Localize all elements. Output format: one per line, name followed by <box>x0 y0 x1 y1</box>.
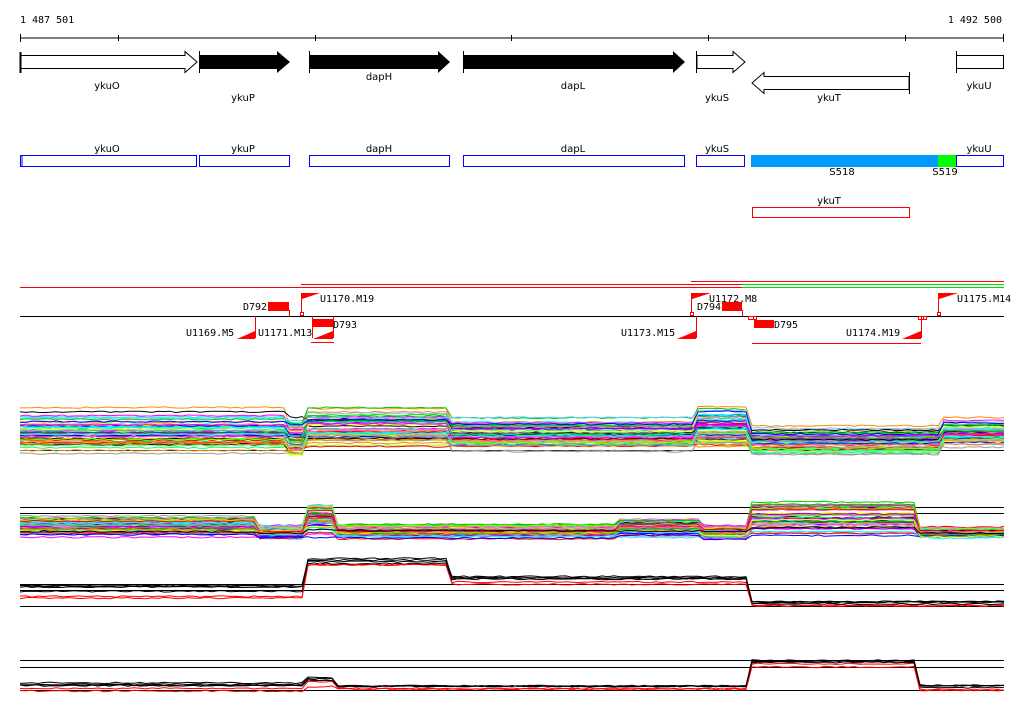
segment-S518[interactable] <box>751 155 938 167</box>
flag-U1175[interactable] <box>939 293 958 299</box>
gene-label: ykuP <box>231 93 255 104</box>
gene-label: ykuO <box>94 81 120 92</box>
annotation-label: ykuU <box>966 144 991 155</box>
expression-track-1 <box>19 405 1005 457</box>
profile-line <box>19 513 1005 536</box>
profile-line <box>19 563 1005 608</box>
marker-D795[interactable] <box>754 320 774 328</box>
ruler-ticks <box>20 34 1004 42</box>
gene-ykuO[interactable]: ykuO <box>19 50 198 93</box>
marker-label: U1170.M19 <box>320 294 374 305</box>
expression-track-3 <box>19 557 1005 608</box>
profile-line <box>19 526 1005 535</box>
marker-label: U1173.M15 <box>621 328 675 339</box>
marker-label: D793 <box>333 320 357 331</box>
marker-label: U1175.M14 <box>957 294 1011 305</box>
flag-U1172[interactable] <box>692 293 711 299</box>
gene-ykuU[interactable]: ykuU <box>956 51 1004 92</box>
marker-D793[interactable] <box>312 319 333 327</box>
expression-profiles <box>19 405 1005 693</box>
profile-line <box>19 433 1005 445</box>
profile-line <box>19 435 1005 456</box>
gene-label: ykuT <box>817 93 842 104</box>
segment-S519[interactable] <box>938 155 956 167</box>
profile-line <box>19 422 1005 440</box>
coordinate-ruler: 1 487 501 1 492 500 <box>20 15 1004 42</box>
profile-line <box>19 662 1005 691</box>
profile-line <box>19 409 1005 430</box>
flag-U1171[interactable] <box>313 331 333 339</box>
segment-label: S518 <box>829 167 854 178</box>
expression-track-2 <box>19 500 1005 541</box>
profile-line <box>19 420 1005 443</box>
gene-label: ykuU <box>966 81 991 92</box>
annotation-label: dapH <box>366 144 392 155</box>
profile-line <box>19 533 1004 541</box>
profile-line <box>19 659 1005 688</box>
profile-line <box>19 660 1005 688</box>
annotation-label: dapL <box>561 144 586 155</box>
annotation-dapL[interactable]: dapL <box>463 144 685 167</box>
ruler-end-label: 1 492 500 <box>948 15 1002 26</box>
annotation-label: ykuS <box>705 144 729 155</box>
profile-line <box>20 410 1005 436</box>
profile-line <box>19 562 1005 606</box>
antisense-annotation-ykuT[interactable]: ykuT <box>752 196 910 218</box>
marker-D792[interactable] <box>268 302 289 311</box>
segment-label: S519 <box>932 167 957 178</box>
profile-line <box>19 429 1005 451</box>
segment-track: S518 S519 <box>751 155 958 178</box>
marker-label: U1171.M13 <box>258 328 312 339</box>
profile-line <box>19 432 1005 455</box>
profile-line <box>19 436 1005 455</box>
marker-label: U1172.M8 <box>709 294 757 305</box>
expression-track-4 <box>19 659 1005 693</box>
profile-line <box>19 563 1005 607</box>
annotation-ykuS[interactable]: ykuS <box>696 144 745 167</box>
profile-line <box>19 519 1005 535</box>
profile-line <box>19 505 1005 531</box>
flag-U1173[interactable] <box>677 331 696 339</box>
profile-line <box>19 427 1005 452</box>
gene-dapL[interactable]: dapL <box>463 51 686 92</box>
annotation-label: ykuT <box>817 196 842 207</box>
marker-D794[interactable] <box>722 302 742 311</box>
flag-U1174[interactable] <box>902 331 921 339</box>
marker-label: U1174.M19 <box>846 328 900 339</box>
annotation-ykuP[interactable]: ykuP <box>199 144 290 167</box>
marker-label: D792 <box>243 302 267 313</box>
annotation-track: ykuO ykuP dapH dapL ykuS ykuU <box>20 144 1004 167</box>
annotation-dapH[interactable]: dapH <box>309 144 450 167</box>
annotation-label: ykuO <box>94 144 120 155</box>
profile-line <box>19 406 1005 434</box>
transcript-coverage-lines <box>20 281 1004 288</box>
gene-track: ykuO ykuP dapH dapL ykuS ykuT <box>19 50 1004 104</box>
gene-label: dapL <box>561 81 586 92</box>
gene-ykuP[interactable]: ykuP <box>199 51 291 104</box>
flag-U1169[interactable] <box>237 331 255 339</box>
annotation-ykuU[interactable]: ykuU <box>956 144 1004 167</box>
gene-label: ykuS <box>705 93 729 104</box>
profile-line <box>19 665 1005 693</box>
profile-line <box>19 518 1005 538</box>
gene-dapH[interactable]: dapH <box>309 51 451 83</box>
flag-U1170[interactable] <box>302 293 320 299</box>
marker-track: D792 U1170.M19 U1169.M5 U1171.M13 D793 U… <box>20 293 1011 344</box>
marker-label: U1169.M5 <box>186 328 234 339</box>
ruler-start-label: 1 487 501 <box>20 15 74 26</box>
marker-label: D795 <box>774 320 798 331</box>
marker-label: D794 <box>697 302 721 313</box>
gene-ykuS[interactable]: ykuS <box>696 50 746 104</box>
gene-label: dapH <box>366 72 392 83</box>
profile-line <box>19 558 1005 604</box>
annotation-ykuO[interactable]: ykuO <box>20 144 197 167</box>
gene-ykuT[interactable]: ykuT <box>751 71 910 104</box>
annotation-label: ykuP <box>231 144 255 155</box>
